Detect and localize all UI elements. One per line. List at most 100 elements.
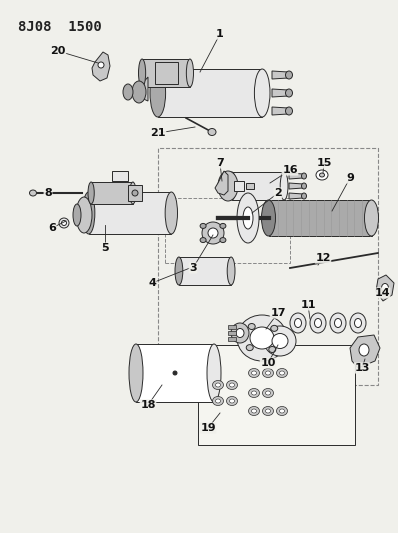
Polygon shape (246, 183, 254, 189)
Ellipse shape (207, 344, 221, 402)
Polygon shape (128, 185, 142, 201)
Polygon shape (234, 181, 244, 191)
Text: 4: 4 (148, 278, 156, 288)
Ellipse shape (208, 228, 218, 238)
Ellipse shape (228, 172, 236, 200)
Ellipse shape (271, 325, 278, 332)
Ellipse shape (88, 182, 94, 204)
Text: 9: 9 (346, 173, 354, 183)
Ellipse shape (272, 334, 288, 349)
Ellipse shape (200, 223, 206, 229)
Ellipse shape (243, 207, 253, 229)
Polygon shape (91, 182, 133, 204)
Ellipse shape (98, 62, 104, 68)
Polygon shape (272, 89, 288, 97)
Ellipse shape (123, 84, 133, 100)
Ellipse shape (314, 319, 322, 327)
Ellipse shape (263, 407, 273, 416)
Ellipse shape (265, 391, 271, 395)
Polygon shape (198, 345, 355, 445)
Polygon shape (136, 344, 214, 402)
Text: 10: 10 (260, 358, 276, 368)
Polygon shape (89, 192, 171, 234)
Ellipse shape (302, 193, 306, 199)
Ellipse shape (269, 346, 276, 352)
Polygon shape (92, 52, 110, 81)
Ellipse shape (263, 389, 273, 398)
Text: 21: 21 (150, 128, 166, 138)
Ellipse shape (330, 313, 346, 333)
Ellipse shape (359, 344, 369, 356)
Polygon shape (232, 172, 284, 200)
Polygon shape (289, 173, 303, 179)
Ellipse shape (316, 170, 328, 180)
Ellipse shape (277, 407, 287, 416)
Ellipse shape (277, 368, 287, 377)
Ellipse shape (213, 381, 224, 390)
Text: 1: 1 (216, 29, 224, 39)
Polygon shape (228, 337, 236, 341)
Ellipse shape (248, 324, 255, 329)
Ellipse shape (236, 328, 244, 337)
Text: 16: 16 (282, 165, 298, 175)
Text: 7: 7 (216, 158, 224, 168)
Ellipse shape (215, 383, 220, 387)
Text: 12: 12 (315, 253, 331, 263)
Ellipse shape (226, 397, 238, 406)
Ellipse shape (261, 200, 275, 236)
Ellipse shape (279, 409, 285, 413)
Ellipse shape (237, 193, 259, 243)
Ellipse shape (139, 59, 146, 87)
Text: 14: 14 (374, 288, 390, 298)
Text: 11: 11 (300, 300, 316, 310)
Ellipse shape (200, 238, 206, 243)
Ellipse shape (29, 190, 37, 196)
Ellipse shape (382, 284, 388, 293)
Ellipse shape (248, 368, 259, 377)
Ellipse shape (252, 371, 256, 375)
Ellipse shape (220, 223, 226, 229)
Ellipse shape (230, 399, 234, 403)
Ellipse shape (62, 221, 66, 225)
Ellipse shape (302, 173, 306, 179)
Ellipse shape (202, 222, 224, 244)
Ellipse shape (213, 397, 224, 406)
Polygon shape (215, 171, 228, 195)
Ellipse shape (226, 381, 238, 390)
Ellipse shape (218, 171, 238, 201)
Ellipse shape (285, 89, 293, 97)
Text: 3: 3 (189, 263, 197, 273)
Ellipse shape (302, 183, 306, 189)
Ellipse shape (173, 371, 177, 375)
Text: 6: 6 (48, 223, 56, 233)
Polygon shape (228, 331, 236, 335)
Text: 17: 17 (270, 308, 286, 318)
Ellipse shape (279, 371, 285, 375)
Text: 2: 2 (274, 188, 282, 198)
Text: 18: 18 (140, 400, 156, 410)
Ellipse shape (320, 173, 324, 177)
Text: 19: 19 (200, 423, 216, 433)
Text: 20: 20 (50, 46, 66, 56)
Ellipse shape (208, 128, 216, 135)
Ellipse shape (230, 383, 234, 387)
Ellipse shape (59, 218, 69, 228)
Polygon shape (112, 171, 128, 181)
Ellipse shape (285, 107, 293, 115)
Ellipse shape (295, 319, 302, 327)
Ellipse shape (252, 409, 256, 413)
Ellipse shape (280, 172, 288, 200)
Polygon shape (272, 71, 288, 79)
Ellipse shape (250, 327, 274, 349)
Polygon shape (289, 183, 303, 189)
Ellipse shape (365, 200, 378, 236)
Polygon shape (376, 275, 394, 301)
Text: 15: 15 (316, 158, 332, 168)
Ellipse shape (237, 315, 287, 361)
Ellipse shape (252, 391, 256, 395)
Ellipse shape (130, 182, 136, 204)
Ellipse shape (265, 371, 271, 375)
Ellipse shape (231, 323, 249, 343)
Polygon shape (155, 62, 178, 84)
Ellipse shape (220, 238, 226, 243)
